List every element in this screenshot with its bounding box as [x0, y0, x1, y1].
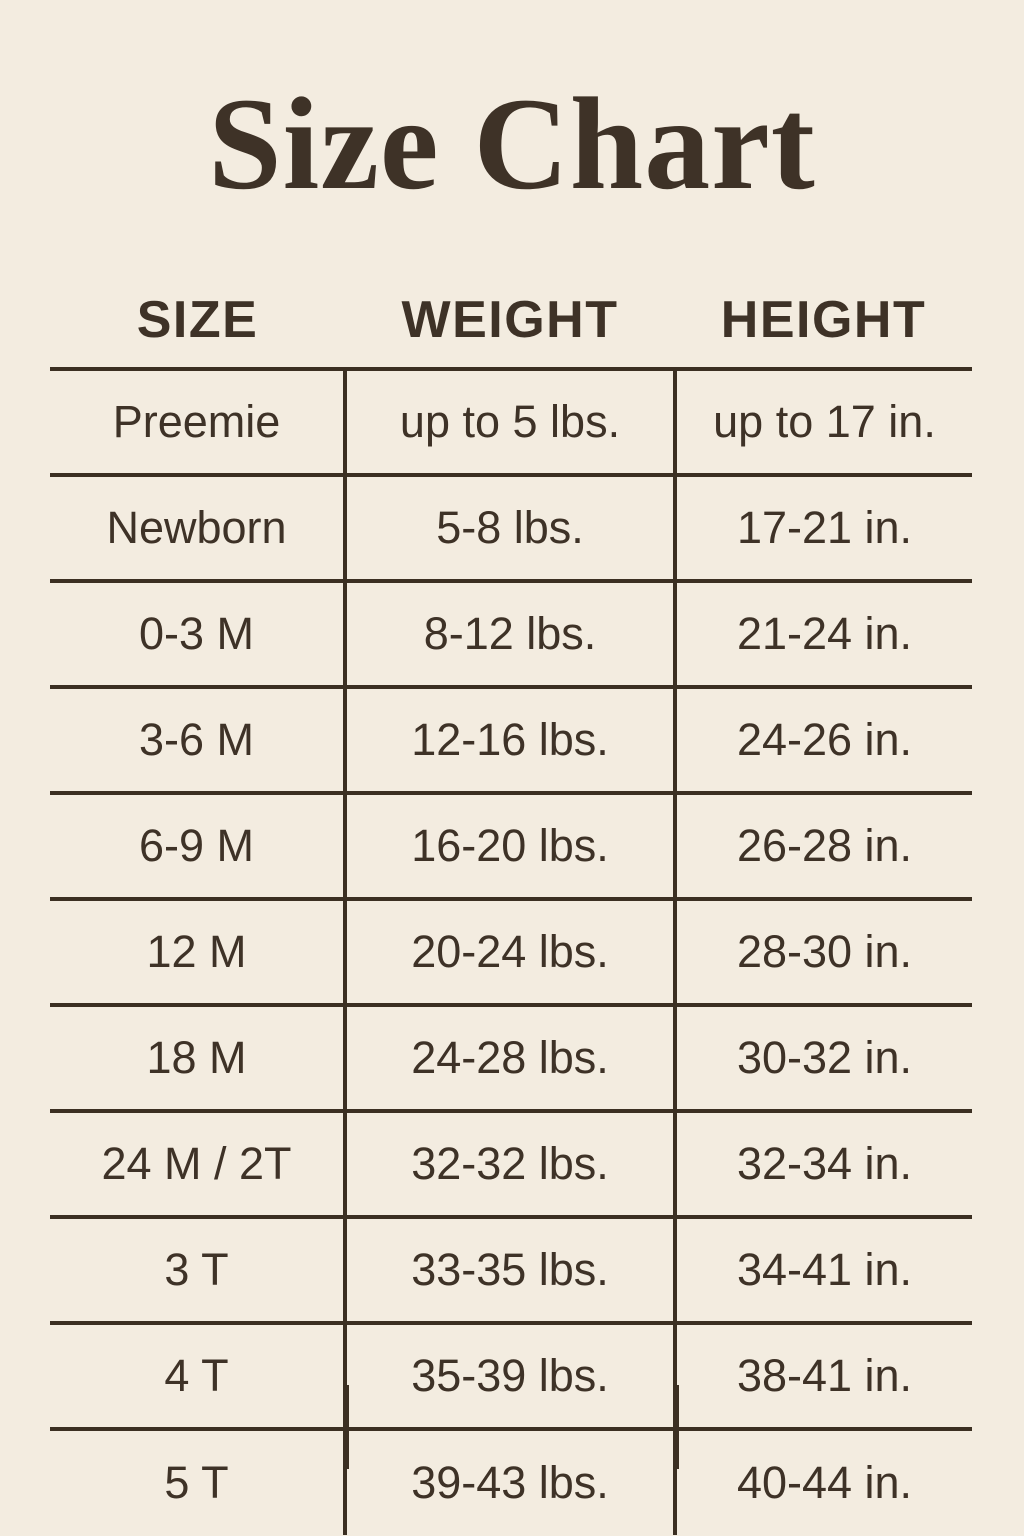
table-cell: 32-32 lbs.	[343, 1109, 675, 1217]
column-divider-tail-2	[675, 1385, 679, 1469]
table-cell: 33-35 lbs.	[343, 1215, 675, 1323]
column-divider-tail-1	[345, 1385, 349, 1469]
table-body: Preemie up to 5 lbs. up to 17 in. Newborn 5-…	[50, 367, 972, 1535]
table-row: 12 M 20-24 lbs. 28-30 in.	[50, 897, 972, 1005]
table-cell: 38-41 in.	[673, 1321, 972, 1429]
table-row: 6-9 M 16-20 lbs. 26-28 in.	[50, 791, 972, 899]
table-cell: 24-28 lbs.	[343, 1003, 675, 1111]
column-header-height: HEIGHT	[720, 290, 927, 349]
page-title: Size Chart	[208, 70, 816, 217]
table-header: SIZE WEIGHT HEIGHT	[50, 272, 972, 369]
size-chart-table: SIZE WEIGHT HEIGHT Preemie up to 5 lbs. up…	[50, 272, 972, 1535]
table-cell: 17-21 in.	[673, 473, 972, 581]
table-cell: 12 M	[50, 897, 345, 1005]
table-row: 3-6 M 12-16 lbs. 24-26 in.	[50, 685, 972, 793]
table-row: 3 T 33-35 lbs. 34-41 in.	[50, 1215, 972, 1323]
table-cell: 5-8 lbs.	[343, 473, 675, 581]
table-row: Preemie up to 5 lbs. up to 17 in.	[50, 367, 972, 475]
table-cell: 35-39 lbs.	[343, 1321, 675, 1429]
table-cell: 12-16 lbs.	[343, 685, 675, 793]
table-cell: 20-24 lbs.	[343, 897, 675, 1005]
table-row: Newborn 5-8 lbs. 17-21 in.	[50, 473, 972, 581]
table-cell: 30-32 in.	[673, 1003, 972, 1111]
table-cell: 16-20 lbs.	[343, 791, 675, 899]
table-cell: 26-28 in.	[673, 791, 972, 899]
size-chart-table-container: SIZE WEIGHT HEIGHT Preemie up to 5 lbs. up…	[50, 272, 972, 1535]
table-cell: 21-24 in.	[673, 579, 972, 687]
table-cell: 18 M	[50, 1003, 345, 1111]
table-cell: up to 17 in.	[673, 367, 972, 475]
table-cell: 40-44 in.	[673, 1427, 972, 1535]
table-cell: 32-34 in.	[673, 1109, 972, 1217]
table-cell: 24-26 in.	[673, 685, 972, 793]
table-row: 5 T 39-43 lbs. 40-44 in.	[50, 1427, 972, 1535]
table-row: 24 M / 2T 32-32 lbs. 32-34 in.	[50, 1109, 972, 1217]
table-cell: up to 5 lbs.	[343, 367, 675, 475]
table-row: 18 M 24-28 lbs. 30-32 in.	[50, 1003, 972, 1111]
table-cell: 28-30 in.	[673, 897, 972, 1005]
table-cell: 24 M / 2T	[50, 1109, 345, 1217]
table-cell: 6-9 M	[50, 791, 345, 899]
table-header-row: SIZE WEIGHT HEIGHT	[50, 272, 972, 369]
table-cell: 34-41 in.	[673, 1215, 972, 1323]
column-header-size: SIZE	[136, 290, 259, 349]
table-cell: 5 T	[50, 1427, 345, 1535]
table-cell: 39-43 lbs.	[343, 1427, 675, 1535]
table-cell: 0-3 M	[50, 579, 345, 687]
table-row: 4 T 35-39 lbs. 38-41 in.	[50, 1321, 972, 1429]
table-cell: 3 T	[50, 1215, 345, 1323]
table-cell: 3-6 M	[50, 685, 345, 793]
column-header-weight: WEIGHT	[401, 290, 619, 349]
table-cell: 8-12 lbs.	[343, 579, 675, 687]
table-row: 0-3 M 8-12 lbs. 21-24 in.	[50, 579, 972, 687]
table-cell: Preemie	[50, 367, 345, 475]
table-cell: 4 T	[50, 1321, 345, 1429]
table-cell: Newborn	[50, 473, 345, 581]
